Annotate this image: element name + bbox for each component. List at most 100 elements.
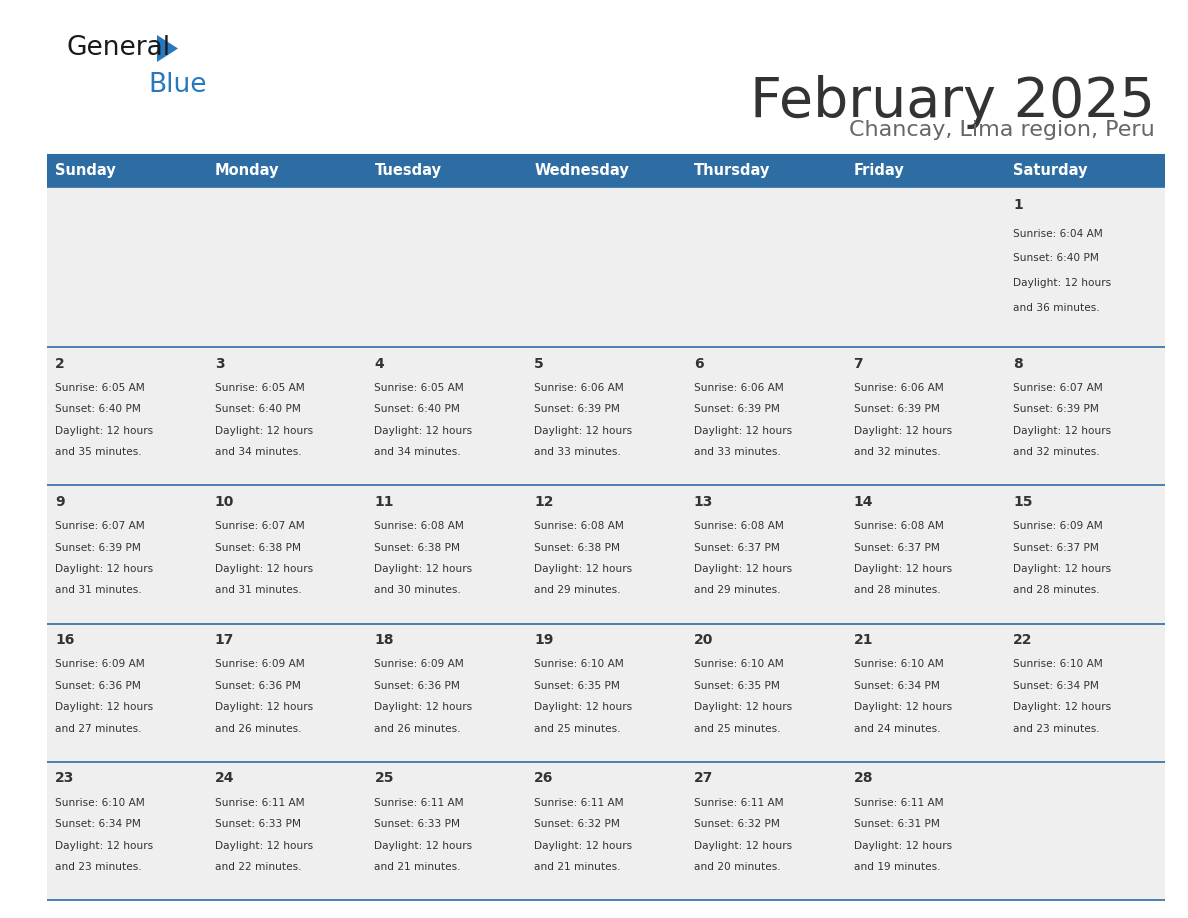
Text: Daylight: 12 hours: Daylight: 12 hours xyxy=(374,841,473,851)
Text: Daylight: 12 hours: Daylight: 12 hours xyxy=(374,426,473,436)
Bar xyxy=(1005,347,1165,486)
Text: 19: 19 xyxy=(535,633,554,647)
Bar xyxy=(846,347,1005,486)
Text: Daylight: 12 hours: Daylight: 12 hours xyxy=(1013,564,1112,574)
Text: Thursday: Thursday xyxy=(694,163,770,178)
Text: Daylight: 12 hours: Daylight: 12 hours xyxy=(374,564,473,574)
Text: and 26 minutes.: and 26 minutes. xyxy=(215,723,302,733)
Text: Sunset: 6:39 PM: Sunset: 6:39 PM xyxy=(694,404,779,414)
Text: Daylight: 12 hours: Daylight: 12 hours xyxy=(694,564,792,574)
Text: Sunset: 6:32 PM: Sunset: 6:32 PM xyxy=(535,819,620,829)
Text: Daylight: 12 hours: Daylight: 12 hours xyxy=(1013,278,1112,288)
Text: Friday: Friday xyxy=(853,163,904,178)
Text: 14: 14 xyxy=(853,495,873,509)
Text: Sunset: 6:36 PM: Sunset: 6:36 PM xyxy=(374,681,460,691)
Text: 26: 26 xyxy=(535,771,554,786)
Text: 6: 6 xyxy=(694,357,703,371)
Bar xyxy=(207,187,366,347)
Bar xyxy=(685,155,846,187)
Text: Sunset: 6:33 PM: Sunset: 6:33 PM xyxy=(374,819,461,829)
Polygon shape xyxy=(157,35,178,62)
Text: Sunset: 6:37 PM: Sunset: 6:37 PM xyxy=(853,543,940,553)
Bar xyxy=(526,762,685,900)
Text: and 28 minutes.: and 28 minutes. xyxy=(1013,586,1100,596)
Text: Sunset: 6:34 PM: Sunset: 6:34 PM xyxy=(55,819,141,829)
Bar xyxy=(526,187,685,347)
Text: Sunrise: 6:07 AM: Sunrise: 6:07 AM xyxy=(1013,383,1102,393)
Text: Sunrise: 6:09 AM: Sunrise: 6:09 AM xyxy=(1013,521,1102,532)
Bar xyxy=(1005,623,1165,762)
Text: and 22 minutes.: and 22 minutes. xyxy=(215,862,302,872)
Text: Daylight: 12 hours: Daylight: 12 hours xyxy=(853,564,952,574)
Text: and 31 minutes.: and 31 minutes. xyxy=(215,586,302,596)
Text: Sunrise: 6:08 AM: Sunrise: 6:08 AM xyxy=(853,521,943,532)
Bar xyxy=(526,623,685,762)
Text: Sunrise: 6:11 AM: Sunrise: 6:11 AM xyxy=(215,798,304,808)
Text: Sunrise: 6:08 AM: Sunrise: 6:08 AM xyxy=(694,521,784,532)
Text: Daylight: 12 hours: Daylight: 12 hours xyxy=(374,702,473,712)
Text: Sunrise: 6:10 AM: Sunrise: 6:10 AM xyxy=(535,659,624,669)
Text: and 24 minutes.: and 24 minutes. xyxy=(853,723,940,733)
Text: Sunrise: 6:06 AM: Sunrise: 6:06 AM xyxy=(694,383,784,393)
Bar xyxy=(48,187,207,347)
Bar xyxy=(207,155,366,187)
Text: Sunset: 6:34 PM: Sunset: 6:34 PM xyxy=(853,681,940,691)
Text: 11: 11 xyxy=(374,495,394,509)
Text: Sunrise: 6:06 AM: Sunrise: 6:06 AM xyxy=(853,383,943,393)
Text: 10: 10 xyxy=(215,495,234,509)
Text: Daylight: 12 hours: Daylight: 12 hours xyxy=(55,426,153,436)
Text: Daylight: 12 hours: Daylight: 12 hours xyxy=(535,564,632,574)
Text: and 30 minutes.: and 30 minutes. xyxy=(374,586,461,596)
Bar xyxy=(48,623,207,762)
Text: Sunrise: 6:09 AM: Sunrise: 6:09 AM xyxy=(215,659,304,669)
Text: Sunrise: 6:11 AM: Sunrise: 6:11 AM xyxy=(374,798,465,808)
Bar xyxy=(366,155,526,187)
Text: 4: 4 xyxy=(374,357,384,371)
Bar xyxy=(846,187,1005,347)
Text: Daylight: 12 hours: Daylight: 12 hours xyxy=(55,564,153,574)
Text: and 21 minutes.: and 21 minutes. xyxy=(374,862,461,872)
Text: and 34 minutes.: and 34 minutes. xyxy=(374,447,461,457)
Text: and 25 minutes.: and 25 minutes. xyxy=(694,723,781,733)
Text: Sunrise: 6:10 AM: Sunrise: 6:10 AM xyxy=(1013,659,1102,669)
Bar xyxy=(207,486,366,623)
Text: Sunset: 6:37 PM: Sunset: 6:37 PM xyxy=(1013,543,1099,553)
Text: Sunrise: 6:06 AM: Sunrise: 6:06 AM xyxy=(535,383,624,393)
Text: 17: 17 xyxy=(215,633,234,647)
Text: Sunday: Sunday xyxy=(55,163,115,178)
Text: Sunset: 6:36 PM: Sunset: 6:36 PM xyxy=(215,681,301,691)
Text: Tuesday: Tuesday xyxy=(374,163,442,178)
Bar xyxy=(846,155,1005,187)
Bar xyxy=(1005,486,1165,623)
Text: Sunrise: 6:07 AM: Sunrise: 6:07 AM xyxy=(55,521,145,532)
Text: Sunset: 6:40 PM: Sunset: 6:40 PM xyxy=(215,404,301,414)
Text: 5: 5 xyxy=(535,357,544,371)
Text: and 32 minutes.: and 32 minutes. xyxy=(1013,447,1100,457)
Text: February 2025: February 2025 xyxy=(750,75,1155,129)
Text: and 33 minutes.: and 33 minutes. xyxy=(535,447,621,457)
Text: 20: 20 xyxy=(694,633,713,647)
Text: and 32 minutes.: and 32 minutes. xyxy=(853,447,940,457)
Text: and 33 minutes.: and 33 minutes. xyxy=(694,447,781,457)
Text: 23: 23 xyxy=(55,771,75,786)
Text: Sunset: 6:35 PM: Sunset: 6:35 PM xyxy=(694,681,779,691)
Bar xyxy=(526,155,685,187)
Text: Daylight: 12 hours: Daylight: 12 hours xyxy=(853,841,952,851)
Bar xyxy=(685,762,846,900)
Text: Sunrise: 6:09 AM: Sunrise: 6:09 AM xyxy=(374,659,465,669)
Bar xyxy=(846,623,1005,762)
Text: 25: 25 xyxy=(374,771,394,786)
Text: Sunrise: 6:07 AM: Sunrise: 6:07 AM xyxy=(215,521,304,532)
Bar xyxy=(366,187,526,347)
Text: and 23 minutes.: and 23 minutes. xyxy=(1013,723,1100,733)
Text: Sunrise: 6:11 AM: Sunrise: 6:11 AM xyxy=(694,798,783,808)
Text: 24: 24 xyxy=(215,771,234,786)
Text: Saturday: Saturday xyxy=(1013,163,1088,178)
Bar xyxy=(846,486,1005,623)
Bar xyxy=(207,762,366,900)
Bar xyxy=(366,486,526,623)
Text: General: General xyxy=(67,35,171,61)
Text: Daylight: 12 hours: Daylight: 12 hours xyxy=(694,841,792,851)
Text: Daylight: 12 hours: Daylight: 12 hours xyxy=(1013,426,1112,436)
Text: Sunset: 6:36 PM: Sunset: 6:36 PM xyxy=(55,681,141,691)
